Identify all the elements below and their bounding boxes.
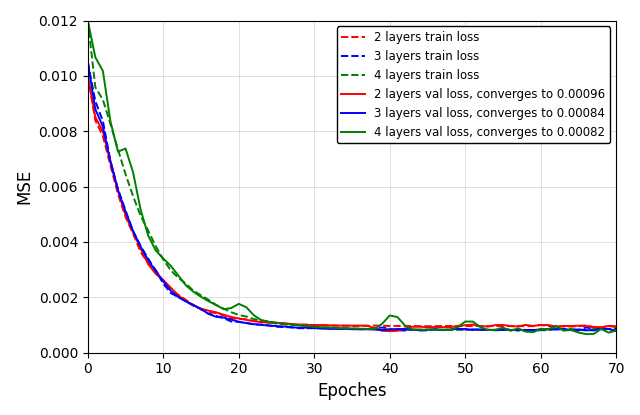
2 layers val loss, converges to 0.00096 xyxy=(492,322,499,327)
Line: 4 layers train loss: 4 layers train loss xyxy=(88,20,616,330)
3 layers train loss xyxy=(575,328,582,333)
2 layers train loss xyxy=(582,323,590,328)
4 layers val loss, converges to 0.00082 xyxy=(99,68,107,73)
3 layers train loss xyxy=(235,319,243,324)
2 layers val loss, converges to 0.00096 xyxy=(590,325,598,330)
2 layers train loss xyxy=(401,324,409,329)
2 layers val loss, converges to 0.00096 xyxy=(99,129,107,134)
2 layers val loss, converges to 0.00096 xyxy=(408,324,416,329)
4 layers val loss, converges to 0.00082 xyxy=(484,327,492,332)
4 layers train loss xyxy=(84,18,92,23)
2 layers val loss, converges to 0.00096 xyxy=(386,329,394,334)
3 layers train loss xyxy=(590,327,598,332)
3 layers val loss, converges to 0.00084 xyxy=(280,324,288,329)
2 layers train loss xyxy=(340,323,348,328)
Y-axis label: MSE: MSE xyxy=(15,169,33,204)
3 layers train loss xyxy=(99,119,107,124)
4 layers val loss, converges to 0.00082 xyxy=(590,332,598,337)
3 layers val loss, converges to 0.00084 xyxy=(582,328,590,333)
3 layers train loss xyxy=(484,327,492,332)
4 layers train loss xyxy=(340,326,348,331)
4 layers val loss, converges to 0.00082 xyxy=(612,328,620,333)
4 layers train loss xyxy=(99,97,107,102)
4 layers val loss, converges to 0.00082 xyxy=(582,332,590,337)
4 layers train loss xyxy=(484,327,492,332)
Legend: 2 layers train loss, 3 layers train loss, 4 layers train loss, 2 layers val loss: 2 layers train loss, 3 layers train loss… xyxy=(337,27,611,143)
2 layers train loss xyxy=(484,324,492,329)
4 layers train loss xyxy=(401,327,409,332)
4 layers train loss xyxy=(235,312,243,317)
Line: 4 layers val loss, converges to 0.00082: 4 layers val loss, converges to 0.00082 xyxy=(88,20,616,334)
3 layers val loss, converges to 0.00084 xyxy=(340,326,348,331)
4 layers train loss xyxy=(590,327,598,332)
Line: 3 layers train loss: 3 layers train loss xyxy=(88,62,616,331)
4 layers val loss, converges to 0.00082 xyxy=(235,301,243,306)
2 layers train loss xyxy=(99,134,107,139)
2 layers train loss xyxy=(235,316,243,321)
3 layers val loss, converges to 0.00084 xyxy=(99,124,107,129)
2 layers train loss xyxy=(597,325,605,330)
Line: 3 layers val loss, converges to 0.00084: 3 layers val loss, converges to 0.00084 xyxy=(88,62,616,331)
3 layers val loss, converges to 0.00084 xyxy=(401,327,409,332)
3 layers train loss xyxy=(84,59,92,64)
3 layers train loss xyxy=(340,327,348,332)
3 layers train loss xyxy=(612,326,620,331)
2 layers train loss xyxy=(84,73,92,78)
4 layers val loss, converges to 0.00082 xyxy=(340,326,348,331)
2 layers val loss, converges to 0.00096 xyxy=(235,316,243,321)
3 layers val loss, converges to 0.00084 xyxy=(612,329,620,334)
4 layers val loss, converges to 0.00082 xyxy=(84,18,92,23)
X-axis label: Epoches: Epoches xyxy=(317,382,387,400)
Line: 2 layers val loss, converges to 0.00096: 2 layers val loss, converges to 0.00096 xyxy=(88,76,616,331)
2 layers val loss, converges to 0.00096 xyxy=(612,325,620,330)
4 layers train loss xyxy=(612,327,620,332)
3 layers val loss, converges to 0.00084 xyxy=(235,320,243,325)
3 layers val loss, converges to 0.00084 xyxy=(84,59,92,64)
2 layers train loss xyxy=(612,324,620,329)
3 layers train loss xyxy=(401,328,409,333)
4 layers val loss, converges to 0.00082 xyxy=(401,323,409,328)
2 layers val loss, converges to 0.00096 xyxy=(340,323,348,328)
4 layers train loss xyxy=(582,328,590,333)
Line: 2 layers train loss: 2 layers train loss xyxy=(88,76,616,328)
2 layers val loss, converges to 0.00096 xyxy=(84,73,92,78)
